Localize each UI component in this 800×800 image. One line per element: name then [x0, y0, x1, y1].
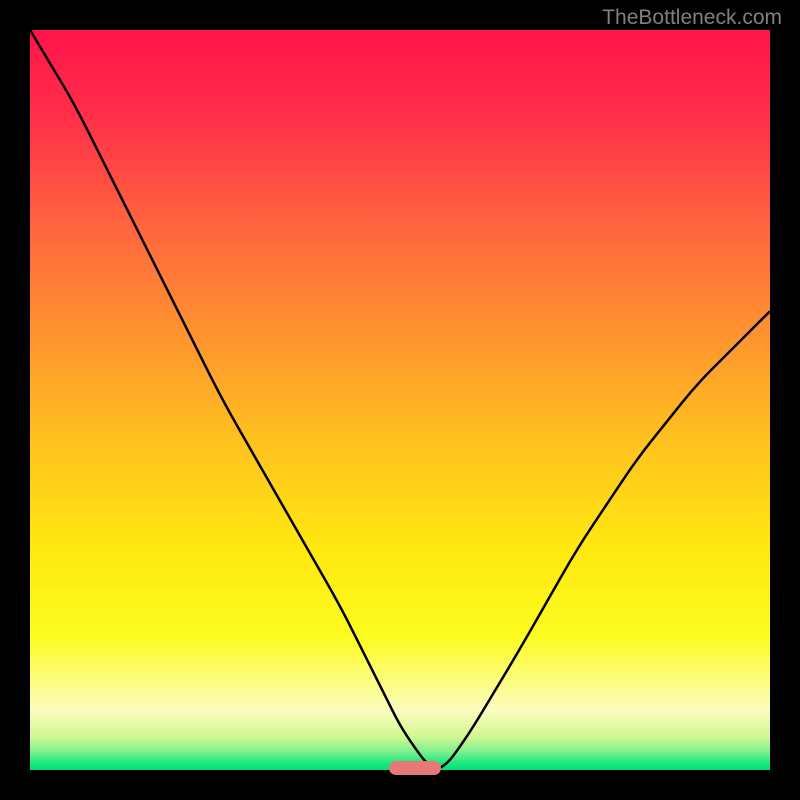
bottleneck-curve	[30, 30, 770, 770]
watermark-text: TheBottleneck.com	[602, 6, 782, 30]
optimal-marker	[389, 761, 441, 775]
